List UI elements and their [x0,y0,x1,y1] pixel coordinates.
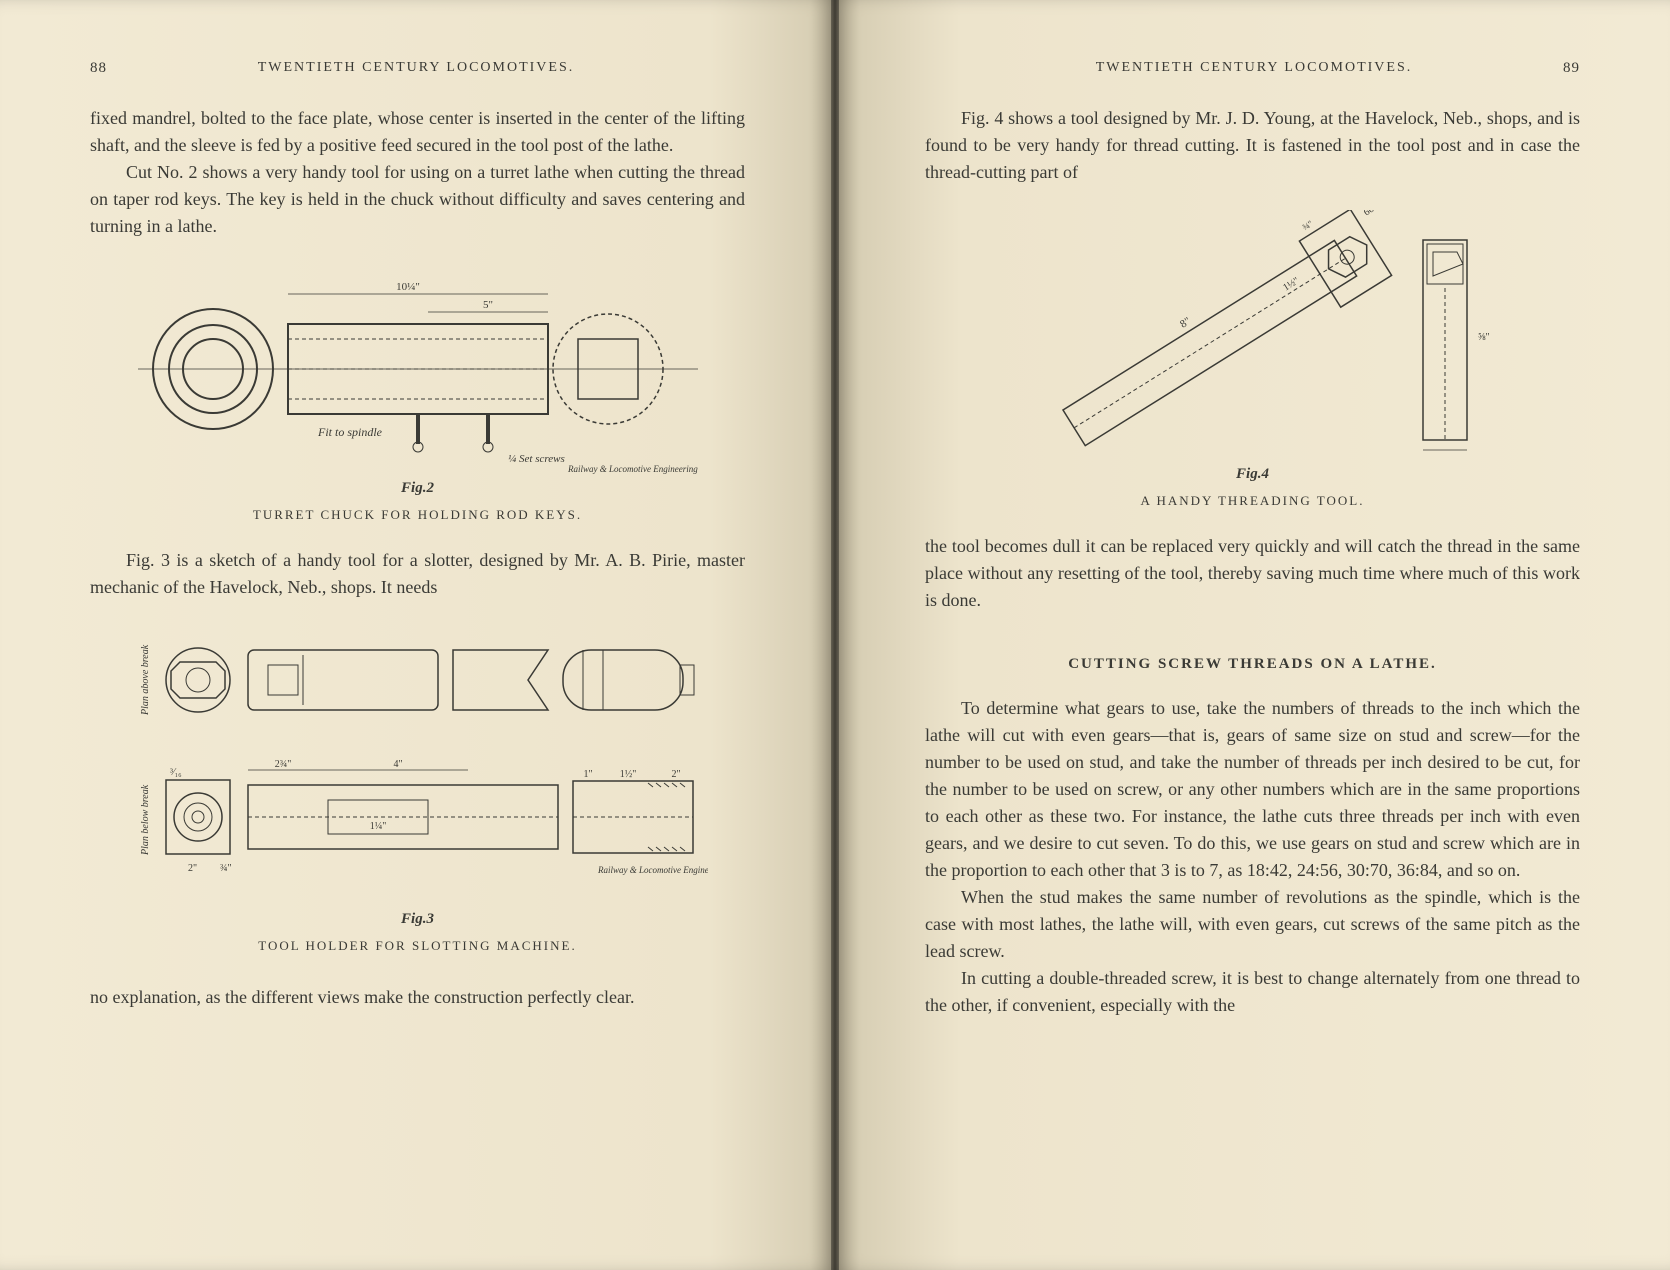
left-para-2: Cut No. 2 shows a very handy tool for us… [90,159,745,240]
right-body-3: To determine what gears to use, take the… [925,695,1580,1019]
left-body: fixed mandrel, bolted to the face plate,… [90,105,745,240]
section-heading: CUTTING SCREW THREADS ON A LATHE. [925,656,1580,673]
svg-text:2¾": 2¾" [274,759,291,770]
svg-text:1½": 1½" [1281,275,1301,293]
fig2-credit: Railway & Locomotive Engineering [567,464,698,474]
right-body-1: Fig. 4 shows a tool designed by Mr. J. D… [925,105,1580,186]
fig2-label: Fig.2 [90,480,745,497]
fig3-side-top: Plan above break [140,644,151,716]
svg-text:¾": ¾" [220,863,232,874]
fig2-dim-overall: 10¼" [396,281,420,293]
figure-2: 10¼" 5" Fit to spindle ¼ Set screws Rail… [90,264,745,523]
svg-text:¾": ¾" [1300,218,1314,232]
left-body-2: Fig. 3 is a sketch of a handy tool for a… [90,547,745,601]
fig2-dim-body: 5" [483,299,493,311]
page-header-left: 88 TWENTIETH CENTURY LOCOMOTIVES. [90,60,745,77]
svg-text:1¼": 1¼" [369,821,386,832]
svg-text:2": 2" [671,769,680,780]
page-number-left: 88 [90,60,107,77]
fig2-fit-spindle: Fit to spindle [317,425,383,439]
svg-text:8": 8" [1178,315,1193,330]
fig3-side-bottom: Plan below break [140,784,151,856]
running-title-left: TWENTIETH CENTURY LOCOMOTIVES. [107,60,725,77]
book-spread: 88 TWENTIETH CENTURY LOCOMOTIVES. fixed … [0,0,1670,1270]
fig3-credit: Railway & Locomotive Engineering [597,865,708,875]
figure-3: Plan above break Plan below break [90,625,745,954]
figure-4: 8" 1½" 60° ¾" ⅝" Fig.4 A HANDY THREA [925,210,1580,509]
right-para-5: In cutting a double-threaded screw, it i… [925,965,1580,1019]
fig2-caption: TURRET CHUCK FOR HOLDING ROD KEYS. [90,507,745,523]
figure-4-svg: 8" 1½" 60° ¾" ⅝" [993,210,1513,460]
figure-2-svg: 10¼" 5" Fit to spindle ¼ Set screws Rail… [138,264,698,474]
right-body-2: the tool becomes dull it can be replaced… [925,533,1580,614]
svg-text:1": 1" [583,769,592,780]
right-para-1: Fig. 4 shows a tool designed by Mr. J. D… [925,105,1580,186]
book-spine [831,0,839,1270]
running-title-right: TWENTIETH CENTURY LOCOMOTIVES. [945,60,1563,77]
fig4-label: Fig.4 [925,466,1580,483]
figure-3-svg: Plan above break Plan below break [128,625,708,905]
svg-text:³⁄₁₆: ³⁄₁₆ [170,767,182,778]
page-left: 88 TWENTIETH CENTURY LOCOMOTIVES. fixed … [0,0,835,1270]
left-para-4: no explanation, as the different views m… [90,984,745,1011]
svg-text:1½": 1½" [619,769,636,780]
svg-text:2": 2" [188,863,197,874]
right-para-2: the tool becomes dull it can be replaced… [925,533,1580,614]
svg-text:60°: 60° [1361,210,1379,218]
svg-text:4": 4" [393,759,402,770]
fig2-set-screws: ¼ Set screws [508,453,565,465]
svg-text:⅝": ⅝" [1478,332,1490,343]
right-para-3: To determine what gears to use, take the… [925,695,1580,884]
fig3-label: Fig.3 [90,911,745,928]
page-header-right: TWENTIETH CENTURY LOCOMOTIVES. 89 [925,60,1580,77]
left-body-3: no explanation, as the different views m… [90,984,745,1011]
fig4-caption: A HANDY THREADING TOOL. [925,493,1580,509]
fig3-caption: TOOL HOLDER FOR SLOTTING MACHINE. [90,938,745,954]
right-para-4: When the stud makes the same number of r… [925,884,1580,965]
left-para-1: fixed mandrel, bolted to the face plate,… [90,105,745,159]
page-number-right: 89 [1563,60,1580,77]
left-para-3: Fig. 3 is a sketch of a handy tool for a… [90,547,745,601]
page-right: TWENTIETH CENTURY LOCOMOTIVES. 89 Fig. 4… [835,0,1670,1270]
